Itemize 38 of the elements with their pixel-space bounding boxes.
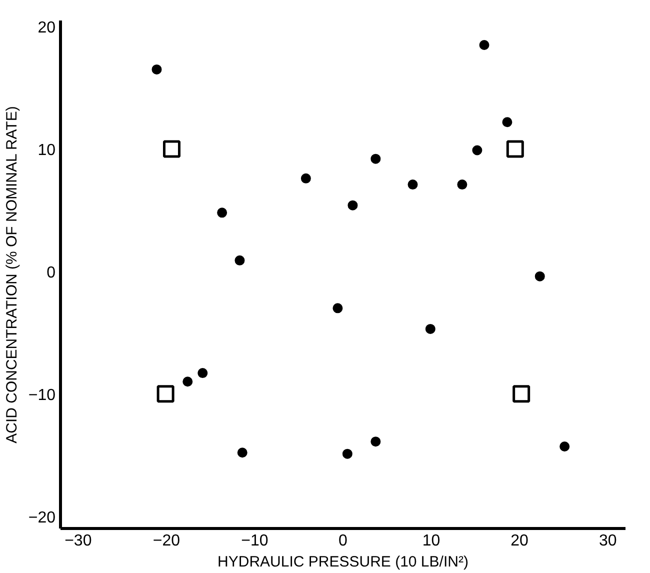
point: [506, 140, 524, 158]
point: [479, 40, 490, 50]
point: [234, 255, 245, 266]
x-tick-label: 10: [422, 532, 440, 550]
point: [457, 180, 468, 190]
x-tick-label: −20: [152, 532, 180, 550]
point: [348, 200, 358, 210]
point: [512, 385, 530, 403]
y-tick-label: 20: [38, 20, 56, 37]
y-tick-label: 10: [38, 142, 56, 160]
point: [156, 385, 174, 403]
x-tick-label: 20: [510, 532, 529, 550]
y-tick-label: 0: [46, 264, 56, 282]
point: [370, 154, 381, 164]
point: [332, 303, 343, 314]
point: [217, 208, 228, 218]
point: [425, 324, 436, 334]
point: [152, 64, 162, 74]
point: [182, 376, 193, 387]
point: [237, 448, 248, 458]
point: [198, 368, 208, 378]
point: [342, 448, 352, 459]
y-tick-label: −20: [28, 509, 56, 526]
point: [472, 145, 482, 156]
point: [162, 140, 180, 158]
point: [300, 173, 311, 184]
y-axis-title: ACID CONCENTRATION (% OF NOMINAL RATE): [3, 106, 20, 444]
x-tick-label: 0: [338, 532, 348, 550]
point: [370, 436, 381, 447]
point: [502, 117, 512, 128]
y-tick-label: −10: [28, 386, 56, 404]
x-axis-title: HYDRAULIC PRESSURE (10 LB/IN²): [218, 554, 468, 570]
point: [534, 271, 545, 282]
point: [408, 180, 418, 190]
x-tick-label: −30: [64, 532, 92, 550]
x-tick-label: 30: [598, 532, 617, 550]
point: [560, 441, 570, 452]
x-tick-label: −10: [241, 532, 268, 550]
